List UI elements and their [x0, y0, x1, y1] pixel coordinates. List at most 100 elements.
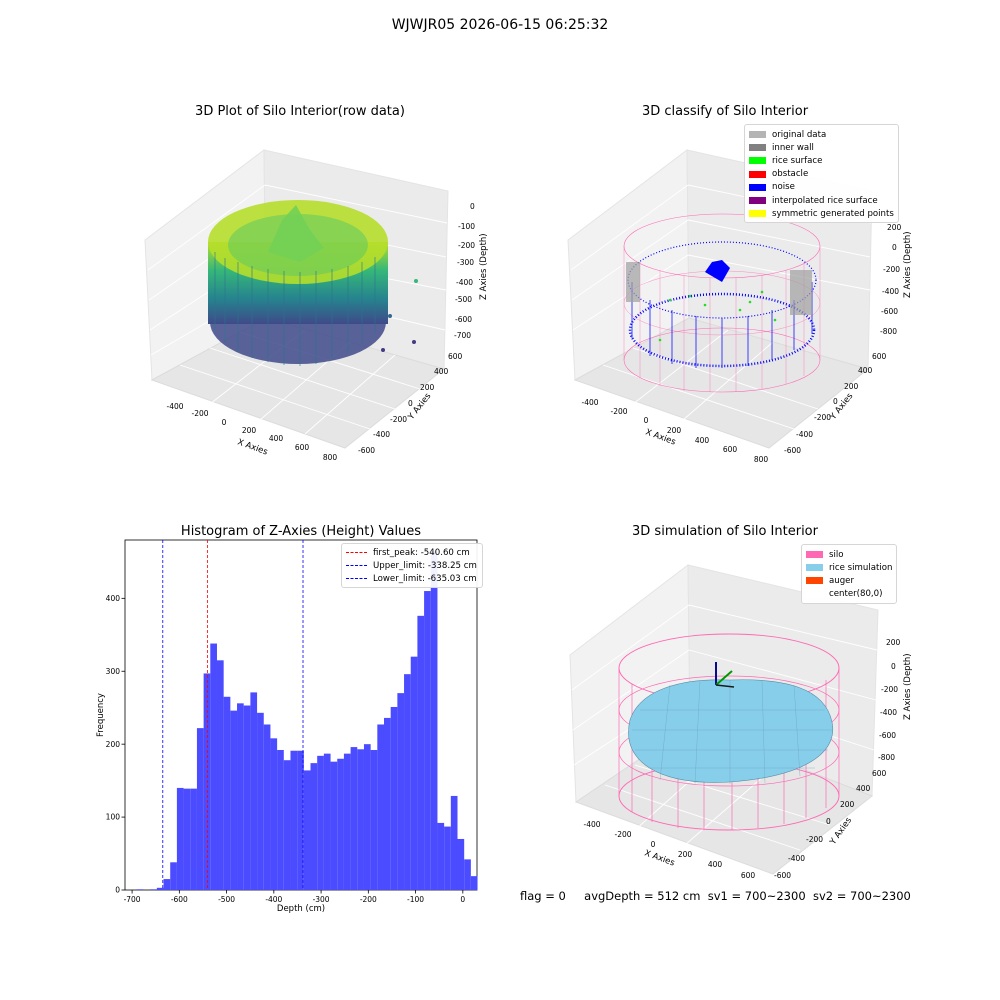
- footer-sv1: sv1 = 700~2300: [707, 889, 806, 903]
- histogram-bar: [350, 747, 358, 890]
- footer-flag: flag = 0: [520, 889, 566, 903]
- histogram-bar: [363, 744, 371, 890]
- panel1-ztick: -200: [458, 241, 475, 250]
- legend-swatch: [806, 564, 823, 572]
- panel2-ztick: 0: [892, 243, 897, 252]
- panel2-xtick: 200: [667, 426, 682, 435]
- histogram-bar: [216, 660, 224, 890]
- panel1-title: 3D Plot of Silo Interior(row data): [195, 104, 405, 119]
- panel4-ytick: 200: [840, 800, 855, 809]
- histogram-bar: [390, 706, 398, 890]
- legend-entry: silo: [806, 548, 892, 561]
- histogram-ytick-label: 300: [106, 667, 121, 676]
- histogram-bar: [210, 643, 217, 890]
- panel4-legend: silo rice simulation auger center(80,0): [801, 544, 898, 604]
- histogram-bar: [310, 763, 318, 890]
- histogram-xtick-label: -500: [218, 895, 235, 904]
- legend-line: [346, 552, 367, 554]
- panel2-ytick: 0: [833, 397, 838, 406]
- legend-swatch: [749, 210, 766, 218]
- panel1-ytick: -400: [373, 430, 390, 439]
- histogram-bar: [237, 703, 244, 890]
- panel2-ytick: 600: [872, 352, 887, 361]
- histogram-bar: [297, 750, 304, 890]
- histogram-xtick-label: -600: [171, 895, 188, 904]
- panel2-ytick: -400: [796, 430, 813, 439]
- panel4-xtick: 600: [741, 871, 756, 880]
- legend-swatch: [749, 197, 766, 205]
- panel4-xtick: -400: [583, 820, 600, 829]
- histogram-bar: [437, 822, 445, 890]
- legend-entry: Lower_limit: -635.03 cm: [346, 572, 477, 585]
- panel1-xtick: 800: [323, 453, 338, 462]
- panel4-ztick: -600: [879, 731, 896, 740]
- histogram-xtick-label: -100: [407, 895, 424, 904]
- histogram-xlabel: Depth (cm): [277, 904, 325, 914]
- legend-entry: auger: [806, 574, 892, 587]
- histogram-bar: [170, 862, 177, 890]
- panel4-ytick: 600: [872, 769, 887, 778]
- panel1-xtick: 600: [295, 443, 310, 452]
- histogram-bar: [163, 879, 171, 890]
- histogram-bar: [317, 755, 324, 890]
- legend-swatch: [806, 577, 823, 585]
- legend-entry: noise: [749, 181, 894, 194]
- histogram-bar: [277, 750, 284, 890]
- legend-entry: original data: [749, 128, 894, 141]
- histogram-bar: [444, 826, 451, 890]
- panel4-xlabel: X Axies: [643, 848, 676, 868]
- histogram-bar: [397, 693, 405, 890]
- panel1-ytick: -200: [390, 415, 407, 424]
- panel2-ytick: 200: [844, 382, 859, 391]
- histogram-xtick-label: -700: [124, 895, 141, 904]
- panel4-3d-simulation: -400 -200 0 200 400 600 X Axies -600 -40…: [569, 563, 913, 880]
- histogram-xtick-label: 0: [460, 895, 465, 904]
- histogram-legend: first_peak: -540.60 cm Upper_limit: -338…: [341, 543, 483, 588]
- legend-label: Upper_limit: -338.25 cm: [373, 560, 477, 571]
- legend-entry: rice simulation: [806, 561, 892, 574]
- legend-label: rice surface: [772, 155, 823, 166]
- legend-line: [346, 578, 367, 580]
- panel1-ytick: 600: [448, 352, 463, 361]
- figure-footer: flag = 0 avgDepth = 512 cm sv1 = 700~230…: [520, 889, 911, 903]
- panel1-ztick: -400: [456, 278, 473, 287]
- legend-entry: inner wall: [749, 141, 894, 154]
- panel2-ztick: -600: [881, 307, 898, 316]
- legend-label: inner wall: [772, 142, 814, 153]
- panel1-ztick: 0: [470, 202, 475, 211]
- panel1-ztick: -300: [457, 258, 474, 267]
- panel2-ytick: -600: [784, 446, 801, 455]
- legend-label: symmetric generated points: [772, 208, 894, 219]
- legend-label: silo: [829, 549, 844, 560]
- histogram-bar: [223, 696, 231, 890]
- panel2-xtick: -200: [610, 407, 627, 416]
- histogram-bar: [330, 761, 338, 890]
- histogram-bar: [417, 615, 425, 890]
- panel4-ytick: 400: [856, 784, 871, 793]
- panel4-ztick: -200: [881, 685, 898, 694]
- panel2-xtick: 400: [695, 436, 710, 445]
- panel2-ytick: 400: [858, 366, 873, 375]
- legend-label: rice simulation: [829, 562, 893, 573]
- histogram-ytick-label: 0: [115, 886, 120, 895]
- histogram-xtick-label: -400: [265, 895, 282, 904]
- legend-entry: symmetric generated points: [749, 207, 894, 220]
- legend-swatch: [749, 144, 766, 152]
- panel1-ztick: -600: [455, 315, 472, 324]
- panel2-xtick: 800: [754, 455, 769, 464]
- histogram-ylabel: Frequency: [96, 693, 106, 737]
- panel3-title: Histogram of Z-Axies (Height) Values: [180, 524, 422, 539]
- histogram-bar: [404, 674, 411, 890]
- histogram-bar: [457, 838, 465, 890]
- panel1-ytick: 400: [434, 367, 449, 376]
- panel2-xtick: 0: [644, 416, 649, 425]
- histogram-xtick-label: -300: [313, 895, 330, 904]
- panel4-ztick: 0: [891, 662, 896, 671]
- histogram-bar: [303, 770, 311, 890]
- rice-surface: [628, 679, 834, 783]
- histogram-bar: [270, 738, 278, 890]
- panel2-ztick: -800: [880, 327, 897, 336]
- panel1-ztick: -700: [454, 331, 471, 340]
- panel2-ytick: -200: [814, 413, 831, 422]
- panel1-xtick: 0: [222, 418, 227, 427]
